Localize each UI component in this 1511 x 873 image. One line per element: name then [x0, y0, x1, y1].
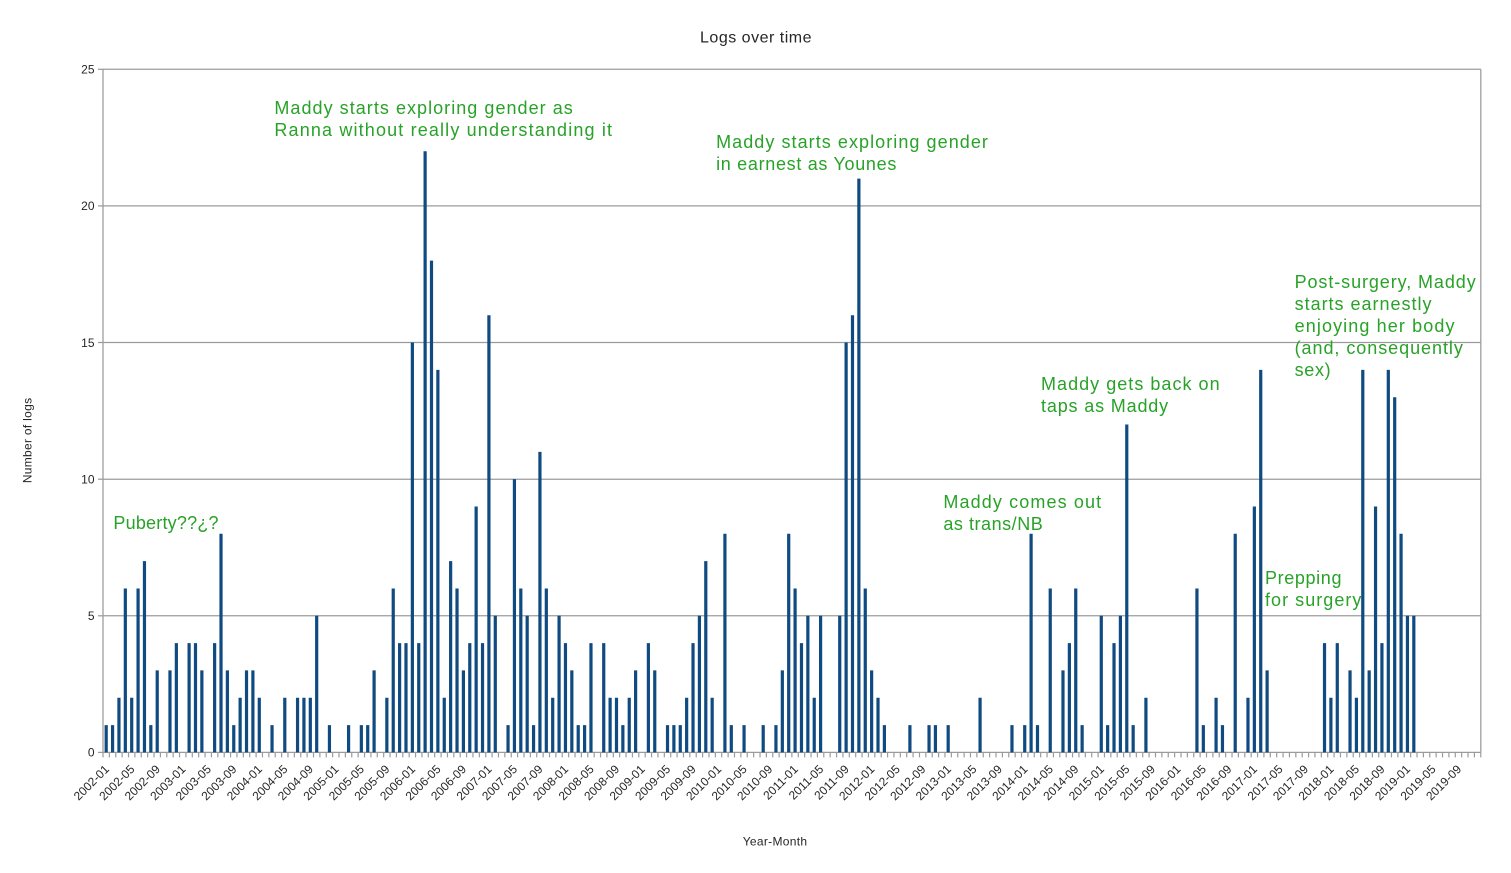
- svg-text:Year-Month: Year-Month: [743, 834, 808, 848]
- svg-text:enjoying her body: enjoying her body: [1295, 316, 1456, 336]
- svg-text:Ranna without really understan: Ranna without really understanding it: [274, 120, 613, 140]
- svg-text:20: 20: [81, 199, 95, 213]
- svg-text:Prepping: Prepping: [1265, 568, 1342, 588]
- svg-text:starts earnestly: starts earnestly: [1295, 294, 1433, 314]
- svg-text:Maddy starts exploring gender: Maddy starts exploring gender: [716, 132, 989, 152]
- svg-text:in earnest as Younes: in earnest as Younes: [716, 154, 897, 174]
- svg-text:5: 5: [88, 609, 95, 623]
- svg-text:Puberty??¿?: Puberty??¿?: [113, 513, 218, 533]
- svg-text:taps as Maddy: taps as Maddy: [1041, 396, 1169, 416]
- svg-text:sex): sex): [1295, 360, 1332, 380]
- svg-text:10: 10: [81, 473, 95, 487]
- svg-text:Maddy gets back on: Maddy gets back on: [1041, 374, 1221, 394]
- svg-text:25: 25: [81, 63, 95, 77]
- svg-text:Logs over time: Logs over time: [700, 29, 812, 46]
- svg-text:(and, consequently: (and, consequently: [1295, 338, 1464, 358]
- svg-text:Post-surgery, Maddy: Post-surgery, Maddy: [1295, 272, 1477, 292]
- svg-text:for surgery: for surgery: [1265, 590, 1362, 610]
- svg-text:Maddy comes out: Maddy comes out: [943, 492, 1102, 512]
- svg-text:Number of logs: Number of logs: [21, 398, 35, 484]
- svg-text:Maddy starts exploring gender: Maddy starts exploring gender as: [274, 98, 573, 118]
- svg-text:0: 0: [88, 746, 95, 760]
- svg-text:as trans/NB: as trans/NB: [943, 514, 1043, 534]
- svg-text:15: 15: [81, 336, 95, 350]
